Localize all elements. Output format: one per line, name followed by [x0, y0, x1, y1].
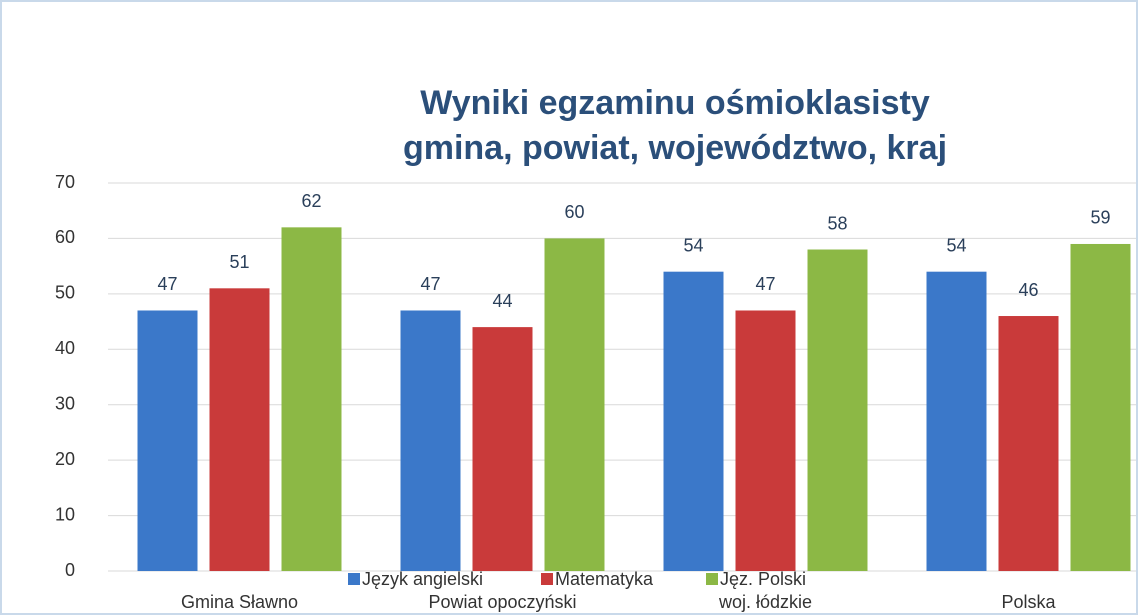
legend-label: Język angielski [362, 569, 483, 589]
data-label: 58 [827, 213, 847, 233]
legend-swatch [348, 573, 360, 585]
data-label: 46 [1018, 280, 1038, 300]
chart-subtitle: gmina, powiat, województwo, kraj [403, 129, 947, 167]
bar [544, 238, 605, 571]
chart-title: Wyniki egzaminu ośmioklasisty [420, 84, 930, 122]
y-tick-label: 30 [55, 393, 75, 413]
y-tick-label: 60 [55, 227, 75, 247]
x-tick-label: Polska [1001, 592, 1056, 612]
y-tick-label: 20 [55, 449, 75, 469]
bar [209, 288, 270, 571]
y-tick-label: 40 [55, 338, 75, 358]
data-label: 51 [229, 252, 249, 272]
bar [1070, 243, 1131, 571]
y-tick-label: 10 [55, 504, 75, 524]
data-label: 54 [946, 235, 966, 255]
bar [807, 249, 868, 571]
y-tick-label: 0 [65, 560, 75, 580]
legend-swatch [541, 573, 553, 585]
data-label: 54 [683, 235, 703, 255]
bar [400, 310, 461, 571]
bar [663, 271, 724, 571]
data-label: 47 [420, 274, 440, 294]
bar [735, 310, 796, 571]
data-label: 60 [564, 202, 584, 222]
data-label: 47 [157, 274, 177, 294]
y-tick-label: 70 [55, 172, 75, 192]
legend-swatch [706, 573, 718, 585]
legend-label: Matematyka [555, 569, 654, 589]
data-label: 59 [1090, 208, 1110, 228]
x-tick-label: Powiat opoczyński [428, 592, 576, 612]
legend-label: Jęz. Polski [720, 569, 806, 589]
bar [281, 227, 342, 572]
bar [137, 310, 198, 571]
x-tick-label: woj. łódzkie [718, 592, 812, 612]
bar [472, 327, 533, 571]
data-label: 62 [301, 191, 321, 211]
y-tick-label: 50 [55, 283, 75, 303]
data-label: 44 [492, 291, 512, 311]
bar [926, 271, 987, 571]
x-tick-label: Gmina Sławno [181, 592, 298, 612]
data-label: 47 [755, 274, 775, 294]
bar [998, 316, 1059, 571]
